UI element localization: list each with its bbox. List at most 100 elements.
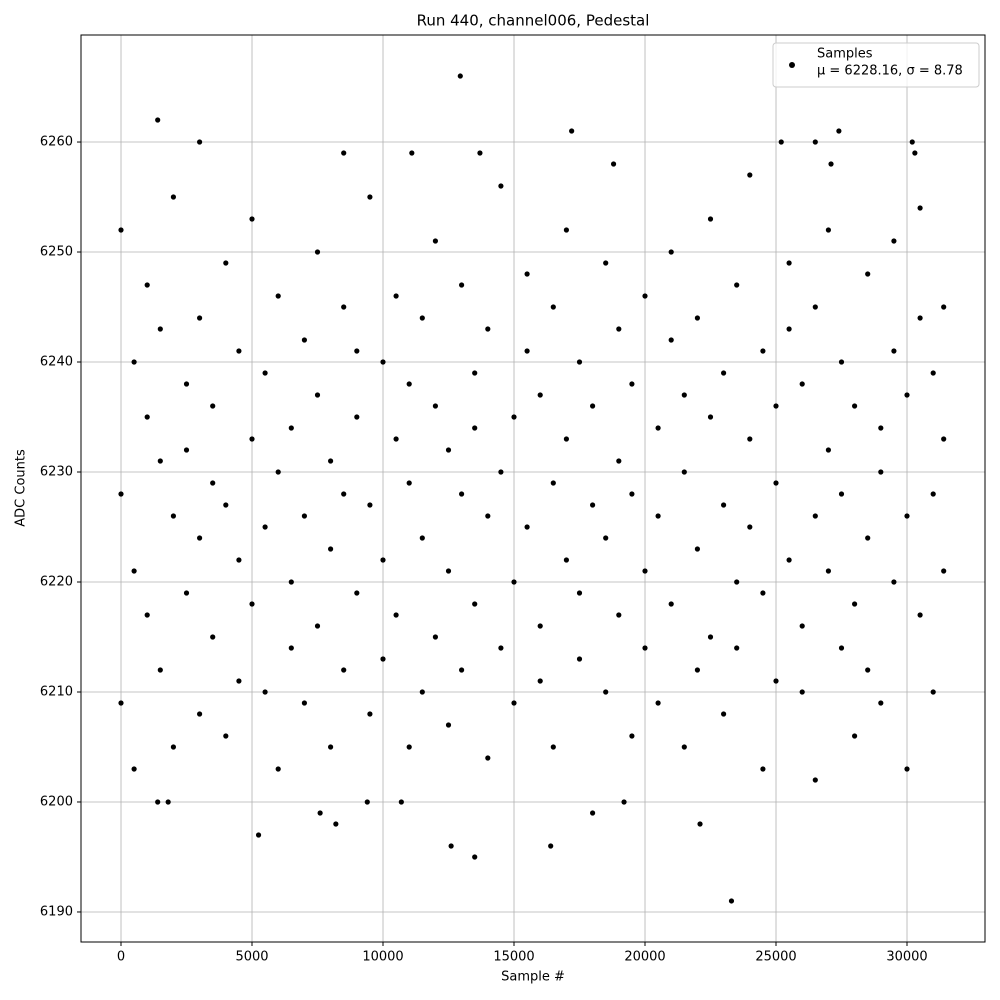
data-point [836, 128, 842, 134]
data-point [380, 656, 386, 662]
data-point [812, 304, 818, 310]
data-point [621, 799, 627, 805]
data-point [301, 337, 308, 343]
data-point [197, 535, 203, 541]
data-point [642, 645, 648, 651]
data-point [472, 601, 478, 607]
data-point [655, 425, 661, 431]
data-point [852, 733, 858, 739]
y-tick-label: 6200 [40, 794, 73, 809]
data-point [681, 392, 687, 398]
data-point [155, 799, 161, 805]
data-point [917, 315, 923, 321]
data-point [930, 689, 936, 695]
data-point [511, 700, 517, 706]
data-point [930, 491, 936, 497]
data-point [917, 205, 923, 211]
data-point [432, 403, 439, 409]
data-point [610, 161, 617, 167]
data-point [537, 623, 543, 629]
data-point [367, 711, 373, 717]
data-point [629, 381, 635, 387]
data-point [773, 403, 779, 409]
data-point [419, 315, 425, 321]
data-point [891, 579, 897, 585]
data-point [118, 227, 124, 233]
x-tick-label: 20000 [624, 950, 665, 965]
data-point [694, 667, 701, 673]
data-point [812, 513, 818, 519]
data-point [406, 480, 412, 486]
data-point [210, 480, 216, 486]
data-point [550, 304, 556, 310]
data-point [144, 612, 150, 618]
data-point [852, 403, 858, 409]
data-point [419, 689, 425, 695]
data-point [852, 601, 858, 607]
data-point [778, 139, 784, 145]
data-point [878, 425, 884, 431]
data-point [786, 557, 792, 563]
legend-note: μ = 6228.16, σ = 8.78 [817, 64, 963, 79]
data-point [183, 381, 190, 387]
data-point [904, 766, 910, 772]
data-point [498, 469, 504, 475]
data-point [747, 436, 753, 442]
data-point [364, 799, 370, 805]
data-point [603, 535, 609, 541]
data-point [694, 546, 701, 552]
data-point [210, 403, 216, 409]
data-point [341, 667, 347, 673]
data-point [477, 150, 483, 156]
data-point [406, 744, 412, 750]
data-point [445, 568, 452, 574]
legend-marker [789, 62, 795, 68]
data-point [367, 502, 373, 508]
data-point [131, 568, 137, 574]
data-point [524, 524, 530, 530]
data-point [838, 491, 845, 497]
grid [81, 35, 985, 942]
data-point [333, 821, 339, 827]
x-axis-label: Sample # [501, 970, 565, 985]
data-point [524, 271, 530, 277]
data-point [917, 612, 923, 618]
data-point [941, 568, 947, 574]
data-point [865, 535, 871, 541]
data-point [398, 799, 404, 805]
data-point [419, 535, 425, 541]
data-point [655, 700, 661, 706]
data-point [448, 843, 454, 849]
x-tick-label: 5000 [235, 950, 268, 965]
data-point [629, 733, 635, 739]
data-point [734, 645, 740, 651]
data-point [472, 370, 478, 376]
legend: Samples μ = 6228.16, σ = 8.78 [772, 42, 980, 88]
data-point [236, 678, 242, 684]
data-point [550, 480, 556, 486]
data-point [445, 722, 452, 728]
data-point [223, 502, 229, 508]
y-tick-label: 6250 [40, 245, 73, 260]
data-point [275, 293, 281, 299]
y-tick-label: 6210 [40, 684, 73, 699]
data-point [183, 447, 190, 453]
chart-title: Run 440, channel006, Pedestal [417, 12, 650, 30]
data-point [380, 359, 386, 365]
data-point [170, 194, 177, 200]
data-point [314, 392, 321, 398]
data-point [825, 447, 832, 453]
data-point [367, 194, 373, 200]
data-point [838, 645, 845, 651]
data-point [511, 579, 517, 585]
data-point [236, 348, 242, 354]
data-point [328, 546, 334, 552]
data-point [721, 711, 727, 717]
data-point [157, 458, 163, 464]
data-point [341, 304, 347, 310]
data-point [459, 491, 465, 497]
data-point [891, 348, 897, 354]
legend-label: Samples [817, 47, 873, 62]
data-point [445, 447, 452, 453]
data-point [275, 766, 281, 772]
